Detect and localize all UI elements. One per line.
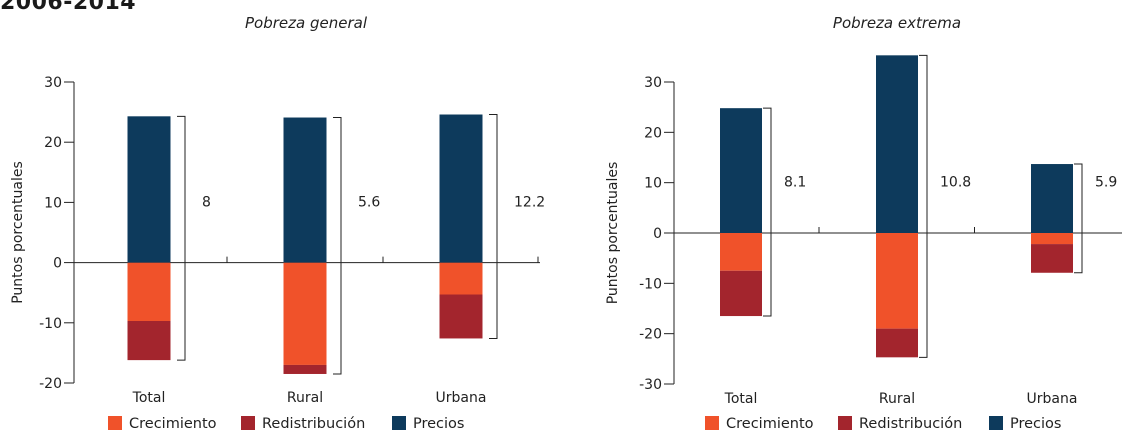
y-axis-label: Puntos porcentuales	[605, 162, 621, 305]
net-bracket	[333, 117, 342, 375]
net-bracket	[763, 107, 772, 317]
legend-label-crecimiento: Crecimiento	[129, 416, 217, 432]
x-category-label: Rural	[879, 391, 915, 407]
bar-redistribucion-rural	[283, 364, 327, 374]
bar-crecimiento-urbana	[439, 262, 483, 295]
bar-precios-rural	[876, 55, 918, 233]
net-bracket	[919, 54, 928, 358]
x-category-label: Urbana	[436, 390, 487, 406]
net-value-label: 10.8	[940, 175, 971, 191]
bar-crecimiento-total	[720, 233, 762, 271]
bar-crecimiento-urbana	[1031, 233, 1073, 245]
page-title: 2006-2014	[0, 0, 137, 15]
y-tick-label: -30	[639, 377, 662, 393]
net-value-label: 8.1	[784, 175, 806, 191]
bar-precios-rural	[283, 117, 327, 263]
net-bracket	[1074, 163, 1083, 274]
chart-panel-1: Pobreza general Puntos porcentuales 30 20 10…	[10, 14, 545, 432]
bar-precios-urbana	[439, 114, 483, 263]
legend-swatch-precios	[392, 416, 406, 430]
net-bracket	[489, 114, 498, 339]
bar-crecimiento-rural	[283, 262, 327, 365]
y-tick-label: -20	[39, 376, 62, 392]
legend-label-redistribucion: Redistribución	[859, 416, 962, 432]
y-tick-label: 20	[644, 125, 662, 141]
x-category-label: Rural	[287, 390, 323, 406]
bar-precios-urbana	[1031, 164, 1073, 233]
bar-precios-total	[127, 116, 171, 263]
legend-swatch-redistribucion	[838, 416, 852, 430]
legend-swatch-crecimiento	[705, 416, 719, 430]
bar-redistribucion-rural	[876, 328, 918, 358]
bar-precios-total	[720, 108, 762, 233]
bar-redistribucion-total	[720, 270, 762, 317]
x-category-label: Urbana	[1027, 391, 1078, 407]
y-tick-label: -10	[639, 276, 662, 292]
net-value-label: 5.9	[1095, 175, 1117, 191]
panel-title: Pobreza general	[245, 14, 368, 32]
net-value-label: 5.6	[358, 194, 380, 210]
y-tick-label: 10	[44, 195, 62, 211]
chart-panel-2: Pobreza extrema Puntos porcentuales 30 20 10…	[605, 14, 1122, 432]
legend-swatch-crecimiento	[108, 416, 122, 430]
legend-swatch-redistribucion	[241, 416, 255, 430]
legend: Crecimiento Redistribución Precios	[705, 416, 1061, 432]
net-value-label: 8	[202, 194, 211, 210]
bar-redistribucion-urbana	[439, 294, 483, 339]
y-axis-label: Puntos porcentuales	[10, 161, 26, 304]
legend-label-precios: Precios	[413, 416, 464, 432]
bar-crecimiento-rural	[876, 233, 918, 329]
panel-title: Pobreza extrema	[833, 14, 961, 32]
y-tick-label: 10	[644, 176, 662, 192]
y-tick-label: 0	[653, 226, 662, 242]
y-tick-label: -10	[39, 316, 62, 332]
x-category-label: Total	[132, 390, 166, 406]
legend-label-redistribucion: Redistribución	[262, 416, 365, 432]
bar-redistribucion-total	[127, 320, 171, 361]
y-tick-label: 20	[44, 135, 62, 151]
y-tick-label: 30	[44, 75, 62, 91]
legend-swatch-precios	[989, 416, 1003, 430]
y-tick-label: 30	[644, 75, 662, 91]
legend-label-crecimiento: Crecimiento	[726, 416, 814, 432]
y-tick-label: 0	[53, 256, 62, 272]
x-category-label: Total	[724, 391, 758, 407]
net-value-label: 12.2	[514, 194, 545, 210]
bar-redistribucion-urbana	[1031, 244, 1073, 273]
net-bracket	[177, 115, 186, 361]
legend-label-precios: Precios	[1010, 416, 1061, 432]
legend: Crecimiento Redistribución Precios	[108, 416, 464, 432]
bar-crecimiento-total	[127, 262, 171, 321]
y-tick-label: -20	[639, 327, 662, 343]
